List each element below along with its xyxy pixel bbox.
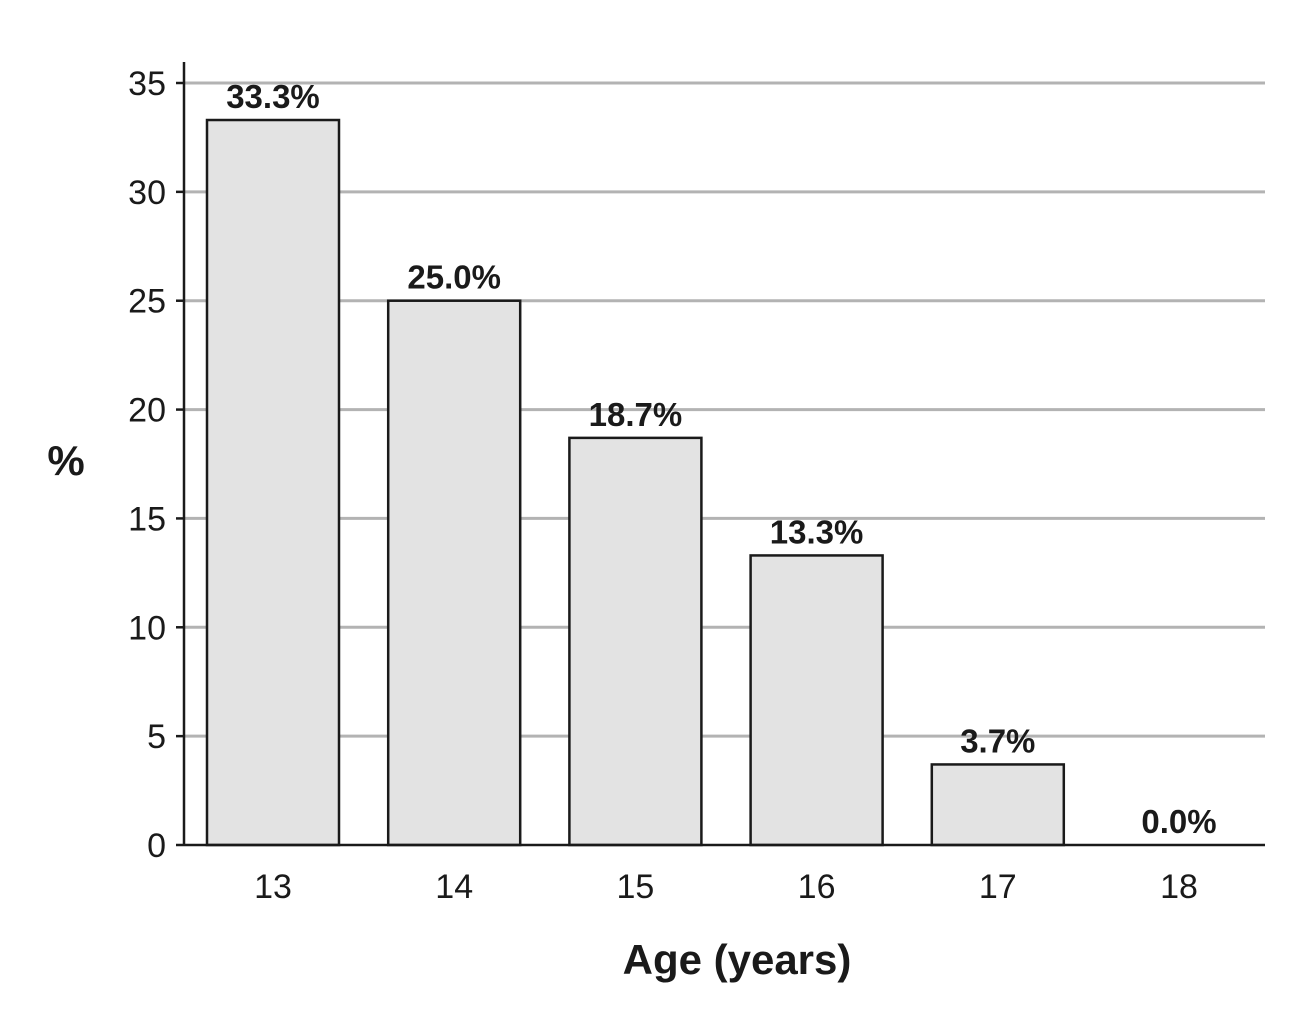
bars bbox=[205, 118, 1066, 847]
data-label-14: 25.0% bbox=[407, 259, 501, 296]
y-tick-label: 0 bbox=[147, 827, 166, 865]
bar-15 bbox=[568, 436, 703, 847]
y-tick-label: 30 bbox=[128, 174, 166, 212]
data-label-16: 13.3% bbox=[770, 513, 864, 550]
x-tick-label: 18 bbox=[1160, 868, 1198, 906]
data-labels: 33.3% 25.0% 18.7% 13.3% 3.7% 0.0% bbox=[226, 78, 1216, 840]
data-label-17: 3.7% bbox=[960, 722, 1035, 759]
bar-16 bbox=[749, 554, 884, 847]
data-label-18: 0.0% bbox=[1141, 803, 1216, 840]
x-axis-title: Age (years) bbox=[623, 936, 852, 983]
bar-17 bbox=[930, 763, 1066, 847]
axes: 0 5 10 15 20 25 30 35 13 14 15 16 17 18 bbox=[128, 62, 1265, 906]
bar-13 bbox=[205, 118, 341, 847]
data-label-15: 18.7% bbox=[589, 396, 683, 433]
y-tick-label: 35 bbox=[128, 65, 166, 103]
x-tick-label: 14 bbox=[435, 868, 473, 906]
x-tick-label: 16 bbox=[798, 868, 836, 906]
y-tick-label: 10 bbox=[128, 609, 166, 647]
y-axis-title: % bbox=[47, 437, 84, 484]
data-label-13: 33.3% bbox=[226, 78, 320, 115]
x-tick-label: 13 bbox=[254, 868, 292, 906]
gridlines bbox=[184, 81, 1265, 738]
bar-14 bbox=[386, 299, 522, 847]
y-tick-label: 25 bbox=[128, 283, 166, 321]
y-tick-label: 20 bbox=[128, 392, 166, 430]
x-tick-label: 15 bbox=[616, 868, 654, 906]
y-tick-label: 15 bbox=[128, 500, 166, 538]
y-tick-label: 5 bbox=[147, 718, 166, 756]
x-tick-label: 17 bbox=[979, 868, 1017, 906]
